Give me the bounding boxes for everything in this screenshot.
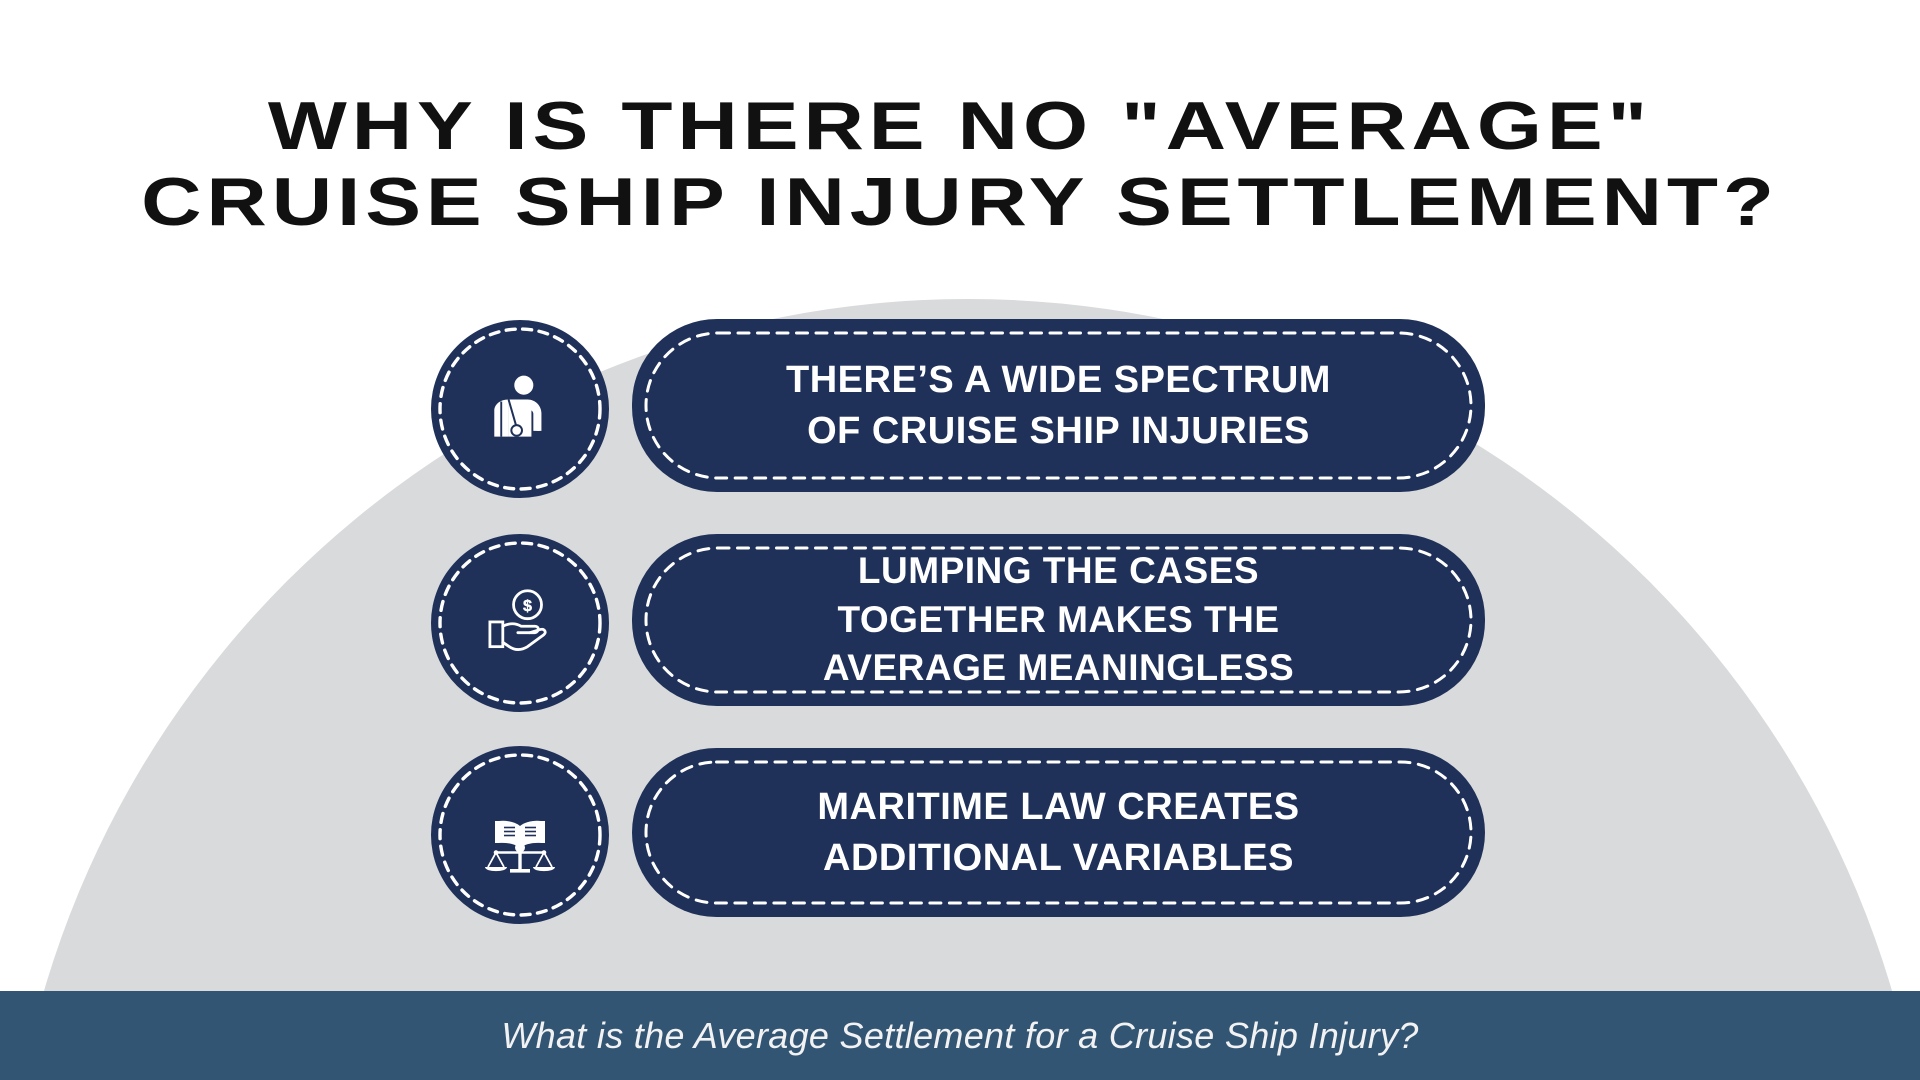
svg-text:$: $	[523, 597, 532, 615]
